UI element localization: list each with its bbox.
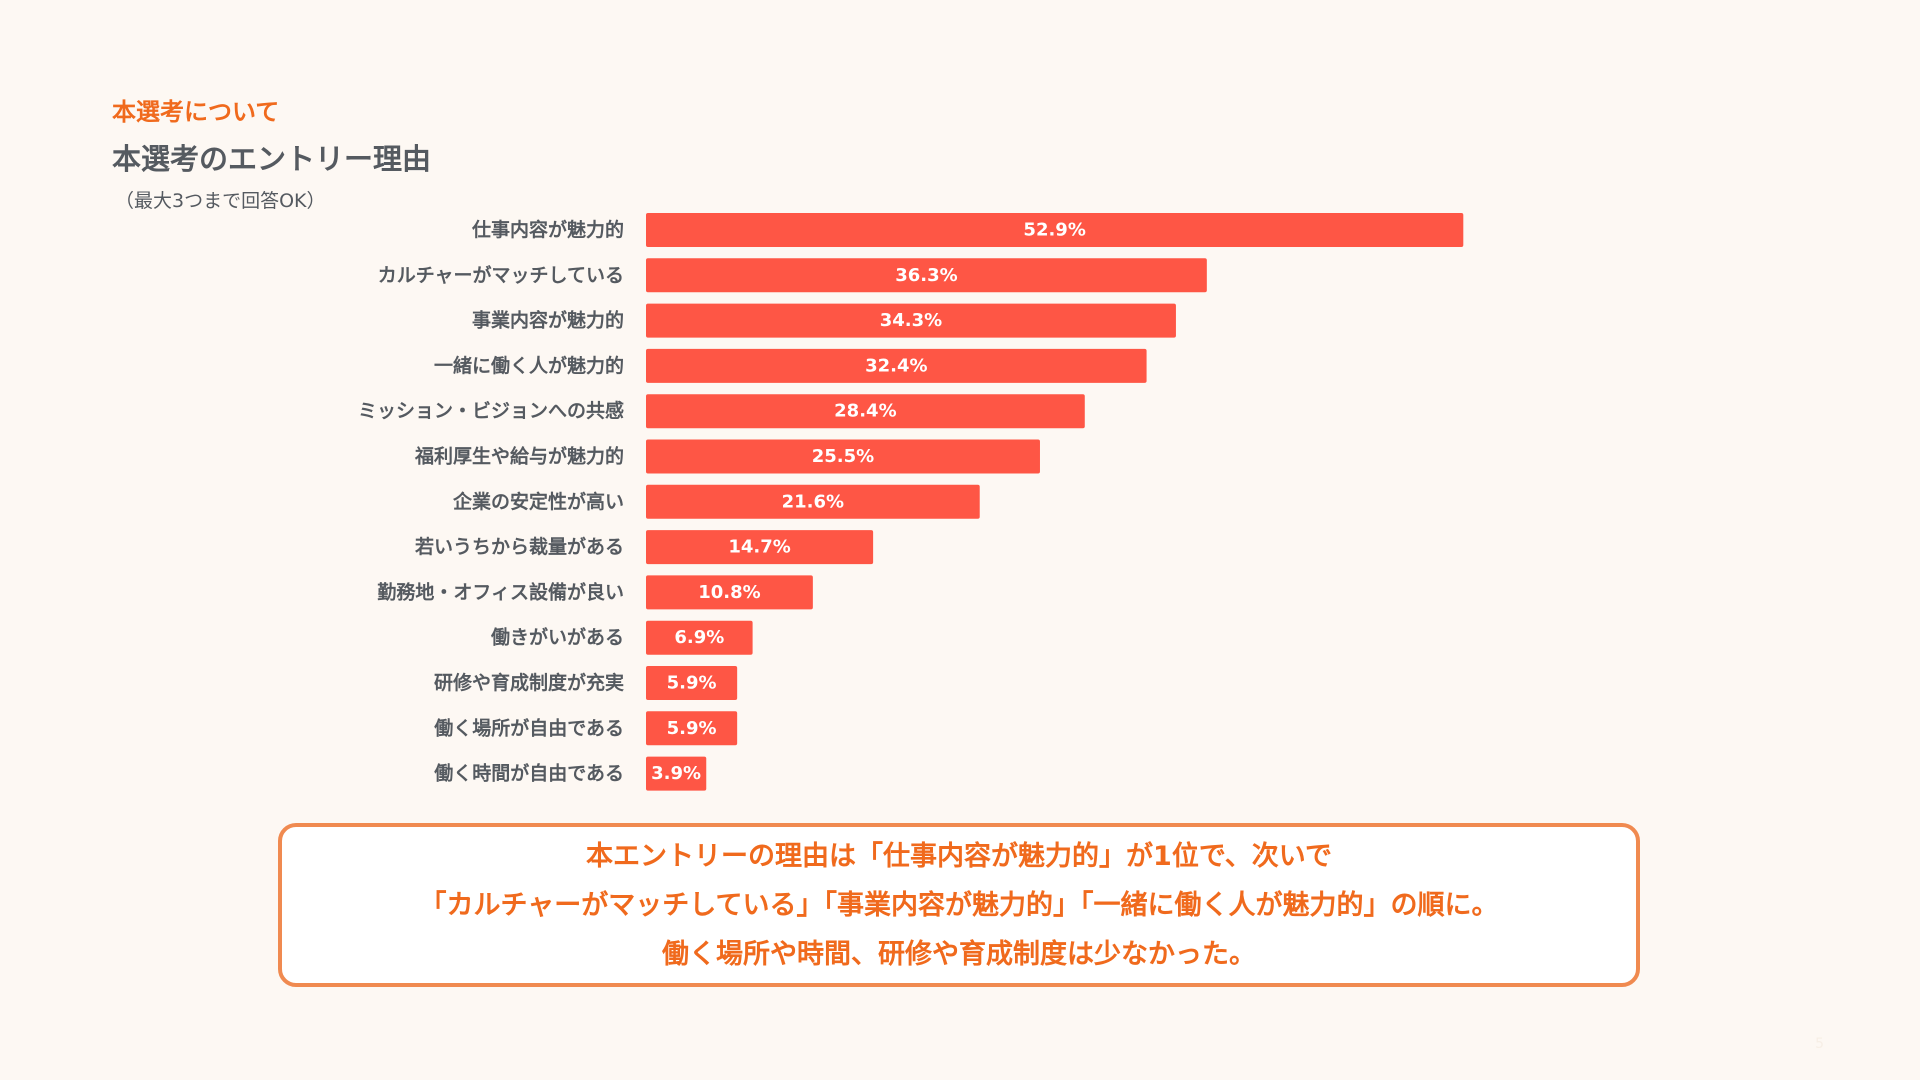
value-label: 14.7% bbox=[728, 537, 790, 558]
bar bbox=[646, 620, 753, 655]
category-label: 働く時間が自由である bbox=[433, 762, 624, 785]
value-label: 25.5% bbox=[812, 446, 874, 467]
bar bbox=[646, 530, 874, 565]
bar bbox=[646, 258, 1207, 293]
category-label: 研修や育成制度が充実 bbox=[434, 671, 624, 694]
value-label: 32.4% bbox=[865, 355, 927, 376]
bar-chart: 仕事内容が魅力的 52.9% カルチャーがマッチしている 36.3% 事業内容が魅力的 3… bbox=[358, 213, 1464, 791]
value-label: 52.9% bbox=[1023, 220, 1085, 241]
bar bbox=[646, 439, 1040, 474]
bar bbox=[646, 303, 1176, 338]
value-label: 10.8% bbox=[698, 582, 760, 603]
category-label: 企業の安定性が高い bbox=[452, 490, 624, 513]
chart-note: （最大3つまで回答OK） bbox=[115, 190, 326, 212]
chart-title: 本選考のエントリー理由 bbox=[112, 142, 432, 176]
bar bbox=[646, 394, 1085, 429]
category-label: 仕事内容が魅力的 bbox=[471, 218, 624, 241]
bar bbox=[646, 711, 738, 746]
value-label: 28.4% bbox=[834, 401, 896, 422]
value-label: 3.9% bbox=[651, 763, 701, 784]
summary-line-1: 本エントリーの理由は「仕事内容が魅力的」が1位で、次いで bbox=[586, 840, 1332, 872]
category-label: カルチャーがマッチしている bbox=[378, 263, 624, 286]
category-label: 福利厚生や給与が魅力的 bbox=[414, 445, 624, 468]
value-label: 5.9% bbox=[667, 673, 717, 694]
summary-line-3: 働く場所や時間、研修や育成制度は少なかった。 bbox=[662, 938, 1256, 970]
bar bbox=[646, 484, 980, 519]
value-label: 5.9% bbox=[667, 718, 717, 739]
category-label: 一緒に働く人が魅力的 bbox=[434, 354, 624, 377]
summary-line-2: 「カルチャーがマッチしている」「事業内容が魅力的」「一緒に働く人が魅力的」の順に… bbox=[419, 889, 1499, 921]
category-label: 勤務地・オフィス設備が良い bbox=[377, 580, 624, 603]
bar bbox=[646, 348, 1147, 383]
value-label: 34.3% bbox=[880, 310, 942, 331]
category-label: 若いうちから裁量がある bbox=[415, 535, 624, 558]
category-label: 働きがいがある bbox=[490, 626, 624, 649]
value-label: 21.6% bbox=[782, 491, 844, 512]
value-label: 36.3% bbox=[895, 265, 957, 286]
bar bbox=[646, 213, 1464, 247]
value-label: 6.9% bbox=[674, 627, 724, 648]
page-number: 5 bbox=[1815, 1036, 1824, 1052]
summary-box: 本エントリーの理由は「仕事内容が魅力的」が1位で、次いで 「カルチャーがマッチし… bbox=[278, 823, 1640, 987]
eyebrow-label: 本選考について bbox=[112, 98, 280, 126]
category-label: 働く場所が自由である bbox=[433, 716, 624, 739]
bar bbox=[646, 666, 738, 700]
bar bbox=[646, 756, 707, 791]
category-label: 事業内容が魅力的 bbox=[472, 309, 624, 332]
bar bbox=[646, 575, 813, 610]
category-label: ミッション・ビジョンへの共感 bbox=[358, 399, 624, 422]
